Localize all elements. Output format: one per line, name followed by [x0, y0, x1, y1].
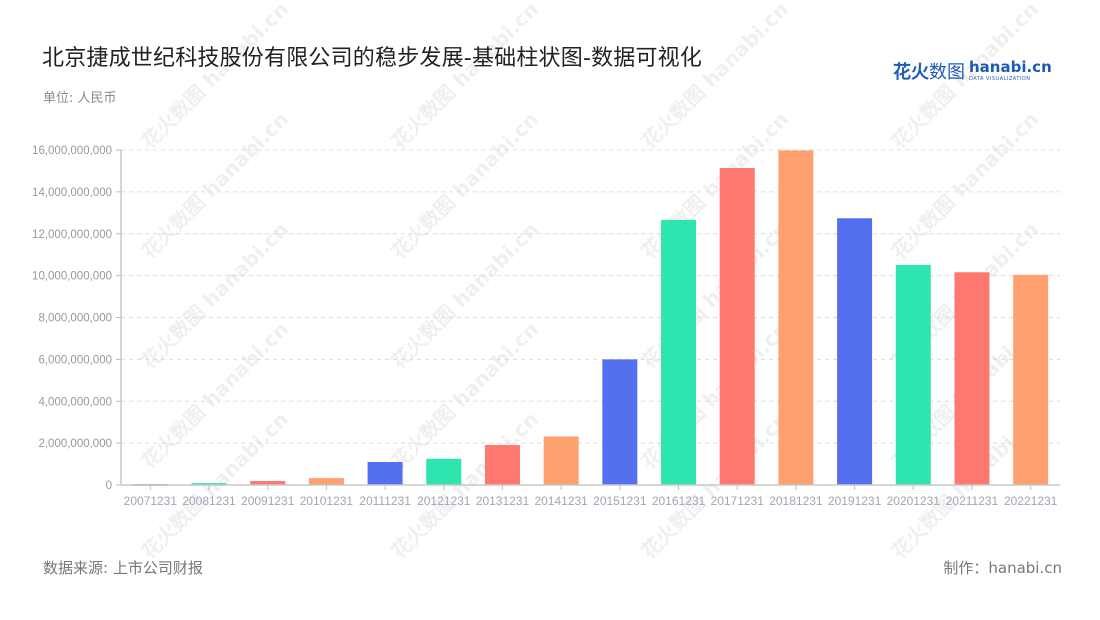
x-tick-label: 20121231: [417, 494, 471, 508]
bar-20211231: [954, 272, 990, 485]
bar-20091231: [250, 481, 286, 485]
x-tick-label: 20131231: [476, 494, 530, 508]
x-tick-label: 20071231: [124, 494, 178, 508]
y-tick-label: 12,000,000,000: [32, 229, 112, 241]
bar-20221231: [1013, 274, 1049, 485]
x-tick-label: 20161231: [652, 494, 706, 508]
credit: 制作：hanabi.cn: [943, 559, 1062, 577]
bar-20161231: [661, 219, 697, 485]
data-source: 数据来源: 上市公司财报: [43, 559, 203, 577]
bar-20141231: [543, 436, 579, 485]
y-tick-label: 10,000,000,000: [32, 271, 112, 283]
bar-20111231: [367, 461, 403, 485]
bar-20201231: [895, 264, 931, 485]
x-tick-label: 20191231: [828, 494, 882, 508]
bar-20101231: [308, 478, 344, 485]
y-tick-label: 6,000,000,000: [38, 354, 112, 366]
unit-label: 单位: 人民币: [43, 91, 117, 106]
logo-english: hanabi.cn DATA VISUALIZATION: [969, 58, 1052, 82]
x-tick-label: 20101231: [300, 494, 354, 508]
x-tick-label: 20081231: [182, 494, 236, 508]
x-tick-label: 20171231: [711, 494, 765, 508]
x-tick-label: 20201231: [887, 494, 941, 508]
y-tick-label: 4,000,000,000: [38, 396, 112, 408]
y-tick-label: 2,000,000,000: [38, 438, 112, 450]
chart-title: 北京捷成世纪科技股份有限公司的稳步发展-基础柱状图-数据可视化: [42, 46, 703, 71]
bar-20171231: [719, 168, 755, 485]
logo-chinese: 花火数图: [893, 62, 965, 83]
x-tick-label: 20141231: [534, 494, 588, 508]
bar-20081231: [191, 483, 227, 485]
bar-20151231: [602, 359, 638, 485]
x-tick-label: 20151231: [593, 494, 647, 508]
x-tick-label: 20221231: [1004, 494, 1058, 508]
x-tick-label: 20111231: [359, 494, 411, 508]
brand-logo: 花火数图 hanabi.cn DATA VISUALIZATION: [893, 58, 1052, 84]
y-tick-label: 8,000,000,000: [38, 313, 112, 325]
y-tick-label: 0: [106, 480, 112, 492]
x-tick-label: 20091231: [241, 494, 295, 508]
x-tick-label: 20181231: [769, 494, 823, 508]
x-tick-label: 20211231: [946, 494, 999, 508]
bar-20191231: [837, 218, 873, 485]
y-tick-label: 16,000,000,000: [32, 145, 112, 157]
y-tick-label: 14,000,000,000: [32, 187, 112, 199]
bar-20181231: [778, 150, 814, 485]
bar-20131231: [484, 445, 520, 485]
bar-20121231: [426, 458, 462, 485]
